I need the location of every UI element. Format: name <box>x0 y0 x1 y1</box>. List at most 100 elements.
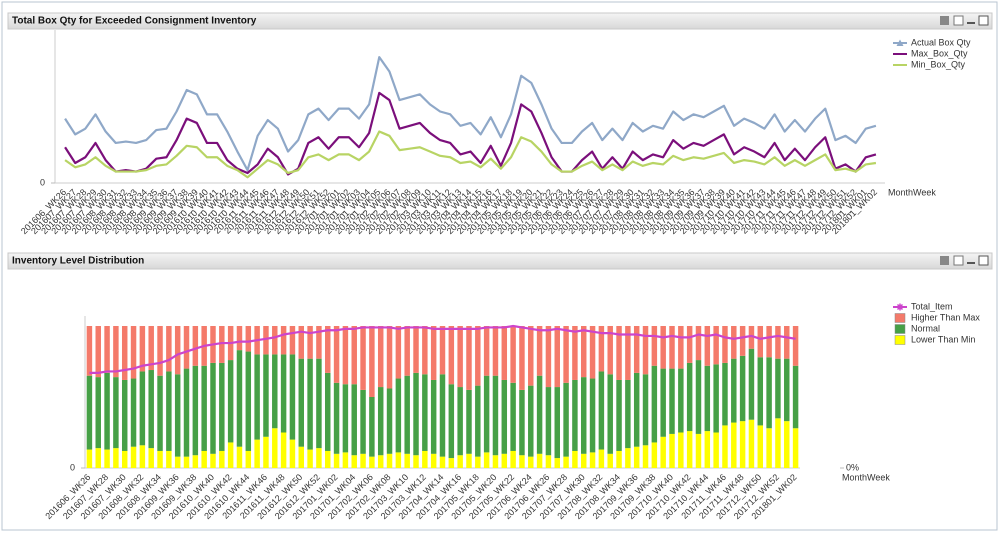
bar-segment <box>589 452 596 468</box>
maximize-icon[interactable] <box>978 255 989 266</box>
bar-segment <box>130 326 137 379</box>
x-axis-title: MonthWeek <box>888 187 936 197</box>
bar-segment <box>766 326 772 358</box>
bar-segment <box>616 450 622 468</box>
bar-segment <box>466 326 472 390</box>
bar-segment <box>360 326 366 390</box>
bar-segment <box>748 419 755 468</box>
legend-marker <box>896 303 904 311</box>
bar-segment <box>492 326 499 376</box>
bar-segment <box>351 384 357 456</box>
bar-segment <box>713 364 719 433</box>
bar-segment <box>316 448 322 468</box>
minimize-icon[interactable] <box>967 22 975 24</box>
bar-segment <box>784 358 790 422</box>
bar-segment <box>775 418 781 468</box>
bar-segment <box>660 436 666 468</box>
bar-segment <box>695 433 702 468</box>
bar-segment <box>192 365 199 456</box>
bar-segment <box>263 326 269 355</box>
bar-segment <box>757 425 764 468</box>
bar-segment <box>545 326 552 388</box>
bar-segment <box>192 455 199 468</box>
bar-segment <box>148 370 154 449</box>
print-icon[interactable] <box>940 16 949 25</box>
chart-title: Inventory Level Distribution <box>12 256 144 267</box>
bar-segment <box>448 326 455 385</box>
bar-segment <box>174 456 181 468</box>
bar-segment <box>333 326 340 383</box>
bar-segment <box>201 365 207 451</box>
bar-segment <box>510 382 516 451</box>
bar-segment <box>704 431 711 468</box>
bar-segment <box>439 326 446 375</box>
bar-segment <box>792 326 799 366</box>
bar-segment <box>157 375 163 451</box>
bar-segment <box>104 372 110 450</box>
bar-segment <box>369 326 375 397</box>
minimize-icon[interactable] <box>967 262 975 264</box>
bar-segment <box>395 452 402 468</box>
bar-segment <box>722 326 728 363</box>
bar-segment <box>563 456 569 468</box>
bar-segment <box>86 375 93 450</box>
legend-label: Higher Than Max <box>911 312 980 322</box>
bar-segment <box>642 445 649 468</box>
bar-segment <box>121 450 128 468</box>
bar-segment <box>183 456 190 468</box>
legend-marker <box>896 39 904 46</box>
bar-segment <box>386 388 393 454</box>
bar-segment <box>545 455 552 468</box>
bar-segment <box>342 326 349 385</box>
bar-segment <box>121 379 128 451</box>
maximize-icon[interactable] <box>978 15 989 26</box>
series-line <box>64 91 877 176</box>
bar-segment <box>678 368 684 433</box>
legend-label: Total_Item <box>911 301 953 311</box>
bar-segment <box>607 453 613 468</box>
bar-segment <box>263 436 269 468</box>
bar-segment <box>404 453 410 468</box>
bar-segment <box>174 374 181 457</box>
bar-segment <box>227 442 234 468</box>
bar-segment <box>501 453 508 468</box>
bar-segment <box>272 428 278 468</box>
bar-segment <box>219 450 225 468</box>
bar-segment <box>784 326 790 359</box>
bar-segment <box>528 456 534 468</box>
bar-segment <box>325 326 331 373</box>
bar-segment <box>642 326 649 375</box>
bar-segment <box>201 450 207 468</box>
bar-segment <box>210 453 216 468</box>
bar-segment <box>766 357 772 429</box>
bar-segment <box>457 387 463 456</box>
bar-segment <box>554 387 560 459</box>
bar-segment <box>351 455 357 468</box>
bar-segment <box>695 360 702 434</box>
bar-segment <box>395 326 402 379</box>
bar-segment <box>227 360 234 443</box>
bar-segment <box>148 326 154 371</box>
bar-segment <box>325 372 331 451</box>
export-icon[interactable] <box>953 15 964 26</box>
series-line <box>89 324 796 374</box>
bar-segment <box>316 326 322 359</box>
y-tick-label: 0 <box>40 177 45 187</box>
export-icon[interactable] <box>953 255 964 266</box>
bar-segment <box>528 326 534 386</box>
bar-segment <box>669 433 675 468</box>
bar-segment <box>616 326 622 380</box>
bar-segment <box>404 326 410 376</box>
bar-segment <box>757 357 764 426</box>
bar-segment <box>121 326 128 380</box>
bar-segment <box>377 455 384 468</box>
bar-segment <box>669 368 675 434</box>
print-icon[interactable] <box>940 256 949 265</box>
bar-segment <box>536 375 543 454</box>
bar-segment <box>572 326 578 380</box>
bar-segment <box>430 453 437 468</box>
bar-segment <box>784 421 790 468</box>
bar-segment <box>236 350 243 447</box>
